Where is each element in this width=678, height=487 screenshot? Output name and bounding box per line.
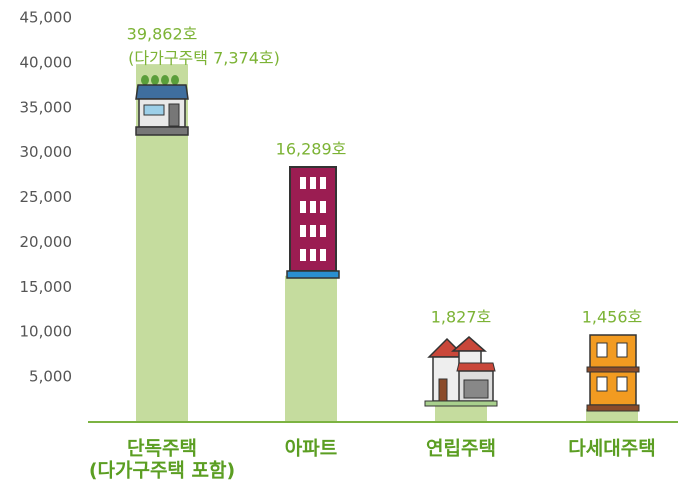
bar <box>435 405 487 422</box>
x-tick-label: 아파트 <box>285 438 337 460</box>
x-tick-label: 단독주택 <box>127 438 197 460</box>
bar <box>586 408 638 422</box>
townhouse-icon <box>424 336 498 407</box>
y-tick-label: 5,000 <box>29 368 72 386</box>
y-tick-label: 35,000 <box>20 98 73 116</box>
category-note: (다가구주택 포함) <box>89 460 235 482</box>
y-tick-label: 25,000 <box>20 188 73 206</box>
x-tick-label: 연립주택 <box>426 438 496 460</box>
y-tick-label: 40,000 <box>20 53 73 71</box>
annotation: (다가구주택 7,374호) <box>128 49 280 68</box>
x-tick-label: 다세대주택 <box>568 438 655 460</box>
value-label: 16,289호 <box>276 140 347 159</box>
bar <box>285 275 337 422</box>
value-label: 1,456호 <box>582 308 643 327</box>
value-label: 1,827호 <box>431 308 492 327</box>
y-tick-label: 10,000 <box>20 323 73 341</box>
y-tick-label: 30,000 <box>20 143 73 161</box>
apartment-icon <box>286 166 340 279</box>
y-tick-label: 15,000 <box>20 278 73 296</box>
y-tick-label: 45,000 <box>20 9 73 27</box>
y-tick-label: 20,000 <box>20 233 73 251</box>
value-label: 39,862호 <box>127 25 198 44</box>
multiplex-icon <box>586 334 640 412</box>
house-icon <box>135 75 189 136</box>
